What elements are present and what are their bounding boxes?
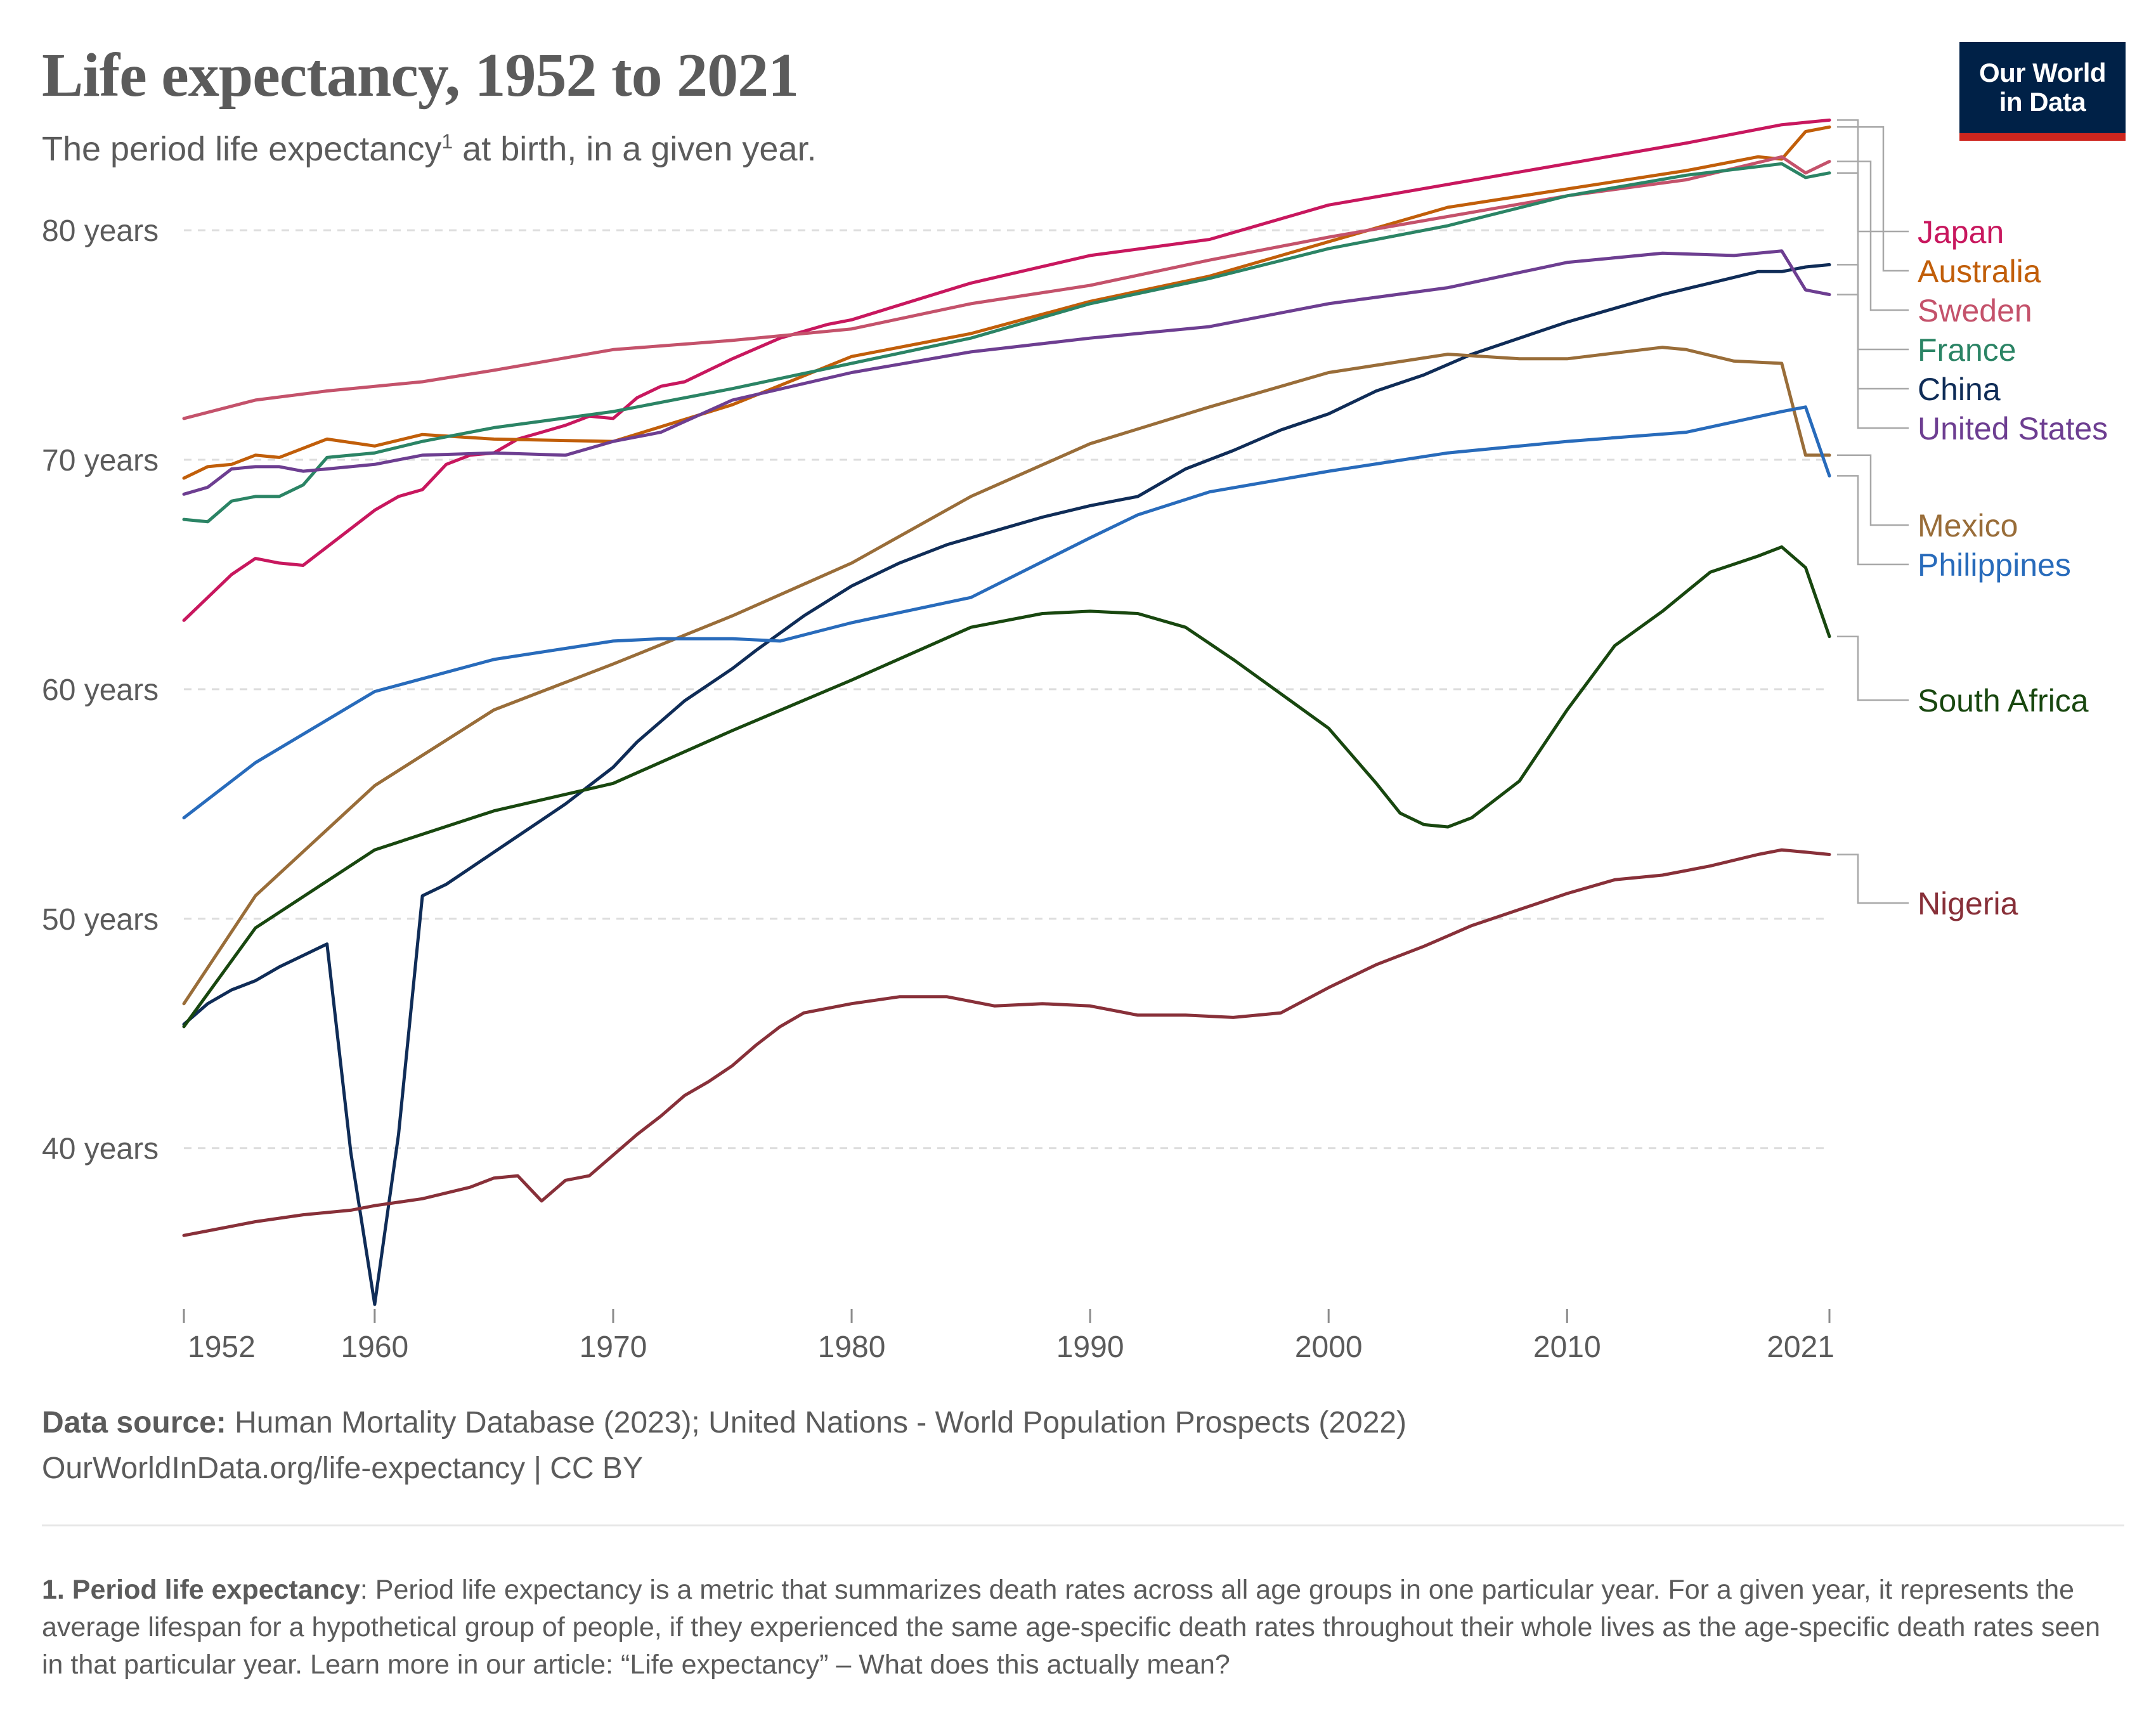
x-tick-label: 1952 bbox=[188, 1330, 256, 1364]
series-label-australia: Australia bbox=[1918, 254, 2041, 289]
series-line-sweden bbox=[182, 155, 1831, 420]
y-tick-label: 40 years bbox=[42, 1133, 159, 1166]
series-label-sweden: Sweden bbox=[1918, 293, 2032, 328]
series-line-south-africa bbox=[182, 545, 1831, 1029]
series-line-philippines bbox=[182, 405, 1831, 820]
source-text[interactable]: Human Mortality Database (2023); United … bbox=[226, 1406, 1407, 1440]
x-tick-label: 2010 bbox=[1533, 1330, 1601, 1364]
footnote-label: 1. Period life expectancy bbox=[42, 1575, 360, 1605]
y-tick-label: 70 years bbox=[42, 444, 159, 478]
label-connector-mexico bbox=[1837, 454, 1909, 526]
source-url[interactable]: OurWorldInData.org/life-expectancy | CC … bbox=[42, 1452, 643, 1485]
series-line-japan bbox=[182, 118, 1831, 622]
series-line-australia bbox=[182, 125, 1831, 480]
x-tick-label: 1970 bbox=[580, 1330, 647, 1364]
series-label-philippines: Philippines bbox=[1918, 547, 2071, 583]
series-line-mexico bbox=[182, 346, 1831, 1006]
x-tick-label: 1980 bbox=[818, 1330, 886, 1364]
subtitle-suffix: at birth, in a given year. bbox=[453, 130, 817, 168]
owid-logo[interactable]: Our World in Data bbox=[1959, 42, 2126, 141]
subtitle-prefix: The period life expectancy bbox=[42, 130, 442, 168]
y-tick-label: 80 years bbox=[42, 214, 159, 248]
series-line-nigeria bbox=[182, 848, 1831, 1237]
x-tick-label: 1990 bbox=[1056, 1330, 1124, 1364]
label-connector-philippines bbox=[1837, 475, 1909, 566]
label-connector-china bbox=[1837, 264, 1909, 390]
line-chart: 40 years 50 years 60 years 70 years 80 years… bbox=[42, 118, 2108, 1364]
footnote: 1. Period life expectancy: Period life e… bbox=[42, 1571, 2122, 1684]
series-line-united-states bbox=[182, 249, 1831, 496]
label-connector-south-africa bbox=[1837, 635, 1909, 701]
y-tick-label: 50 years bbox=[42, 903, 159, 937]
x-tick-label: 1960 bbox=[341, 1330, 408, 1364]
label-connector-nigeria bbox=[1837, 854, 1909, 904]
chart-title: Life expectancy, 1952 to 2021 bbox=[42, 41, 799, 110]
y-tick-label: 60 years bbox=[42, 673, 159, 707]
label-connector-united-states bbox=[1837, 294, 1909, 429]
label-connector-france bbox=[1837, 172, 1909, 351]
data-source: Data source: Human Mortality Database (2… bbox=[42, 1400, 1406, 1492]
x-tick-label: 2000 bbox=[1295, 1330, 1363, 1364]
logo-line-2: in Data bbox=[1999, 87, 2086, 117]
logo-line-1: Our World bbox=[1978, 58, 2107, 88]
series-label-united-states: United States bbox=[1918, 411, 2108, 446]
footnote-marker[interactable]: 1 bbox=[441, 130, 453, 153]
x-tick-label: 2021 bbox=[1767, 1330, 1835, 1364]
series-label-south-africa: South Africa bbox=[1918, 683, 2089, 718]
source-label: Data source: bbox=[42, 1406, 226, 1440]
footnote-text: : Period life expectancy is a metric tha… bbox=[42, 1575, 2101, 1680]
series-line-china bbox=[182, 263, 1831, 1306]
series-label-japan: Japan bbox=[1918, 214, 2004, 250]
series-label-china: China bbox=[1918, 372, 2001, 407]
label-connector-japan bbox=[1837, 119, 1909, 233]
chart-subtitle: The period life expectancy1 at birth, in… bbox=[42, 129, 817, 169]
label-connector-australia bbox=[1837, 126, 1909, 272]
series-line-france bbox=[182, 162, 1831, 524]
label-connector-sweden bbox=[1837, 160, 1909, 311]
series-label-mexico: Mexico bbox=[1918, 508, 2018, 543]
footer-divider bbox=[42, 1524, 2124, 1526]
series-label-france: France bbox=[1918, 332, 2016, 368]
series-label-nigeria: Nigeria bbox=[1918, 886, 2018, 921]
